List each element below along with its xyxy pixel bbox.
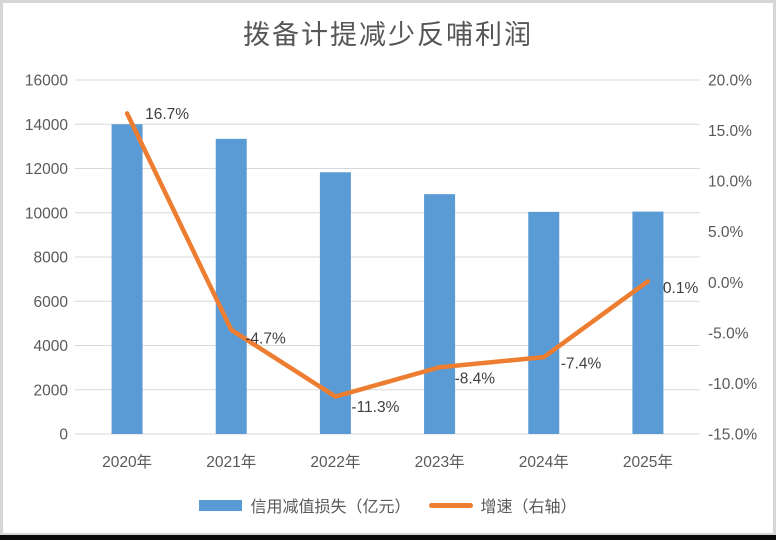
- x-axis-category-label: 2022年: [310, 453, 360, 471]
- right-axis-tick-label: -10.0%: [708, 376, 757, 393]
- right-axis-tick-label: 5.0%: [708, 224, 744, 241]
- x-axis-category-label: 2020年: [102, 453, 152, 471]
- chart-title: 拨备计提减少反哺利润: [243, 20, 533, 50]
- x-axis-category-label: 2025年: [623, 453, 673, 471]
- right-axis-tick-label: -5.0%: [708, 325, 749, 342]
- left-axis-tick-label: 0: [59, 427, 68, 444]
- bar: [111, 124, 143, 434]
- line-data-label: -4.7%: [245, 330, 286, 347]
- legend-item-bar-series: 信用减值损失（亿元）: [199, 493, 411, 517]
- growth-line: [124, 111, 651, 399]
- bar: [215, 138, 247, 435]
- x-axis-category-label: 2023年: [415, 453, 465, 471]
- plot-area: 0 2000 4000 6000 8000 10000 12000 14000 16000 20.…: [25, 73, 757, 472]
- left-axis-tick-label: 16000: [25, 73, 68, 90]
- x-axis-category-label: 2021年: [206, 453, 256, 471]
- bar: [632, 211, 664, 434]
- bar-series-swatch-icon: [199, 499, 243, 511]
- bottom-edge-strip: [0, 535, 776, 540]
- line-data-label: -11.3%: [351, 399, 399, 416]
- legend: 信用减值损失（亿元） 增速（右轴）: [0, 488, 776, 522]
- left-axis-tick-label: 14000: [25, 117, 68, 134]
- legend-item-line-series: 增速（右轴）: [428, 493, 577, 517]
- legend-label-line-series: 增速（右轴）: [480, 499, 577, 516]
- left-axis-tick-label: 6000: [34, 294, 69, 311]
- bar: [424, 194, 456, 434]
- x-axis-category-label: 2024年: [519, 453, 569, 471]
- line-data-label: 0.1%: [663, 280, 699, 297]
- right-axis-tick-label: 10.0%: [708, 174, 752, 191]
- right-axis-tick-label: 20.0%: [708, 73, 752, 90]
- right-axis-tick-label: -15.0%: [708, 427, 757, 444]
- left-axis-tick-label: 2000: [34, 382, 69, 399]
- legend-label-bar-series: 信用减值损失（亿元）: [250, 499, 411, 516]
- line-data-label: -8.4%: [455, 371, 496, 388]
- left-axis-tick-label: 12000: [25, 161, 68, 178]
- bar: [528, 211, 560, 434]
- left-axis-tick-label: 8000: [34, 250, 69, 267]
- line-series-swatch-icon: [428, 502, 473, 508]
- left-axis-tick-label: 10000: [25, 205, 68, 222]
- left-axis-tick-label: 4000: [34, 338, 69, 355]
- line-data-label: 16.7%: [145, 106, 189, 123]
- right-axis-tick-label: 0.0%: [708, 275, 744, 292]
- line-data-label: -7.4%: [561, 356, 602, 373]
- right-axis-tick-label: 15.0%: [708, 123, 752, 140]
